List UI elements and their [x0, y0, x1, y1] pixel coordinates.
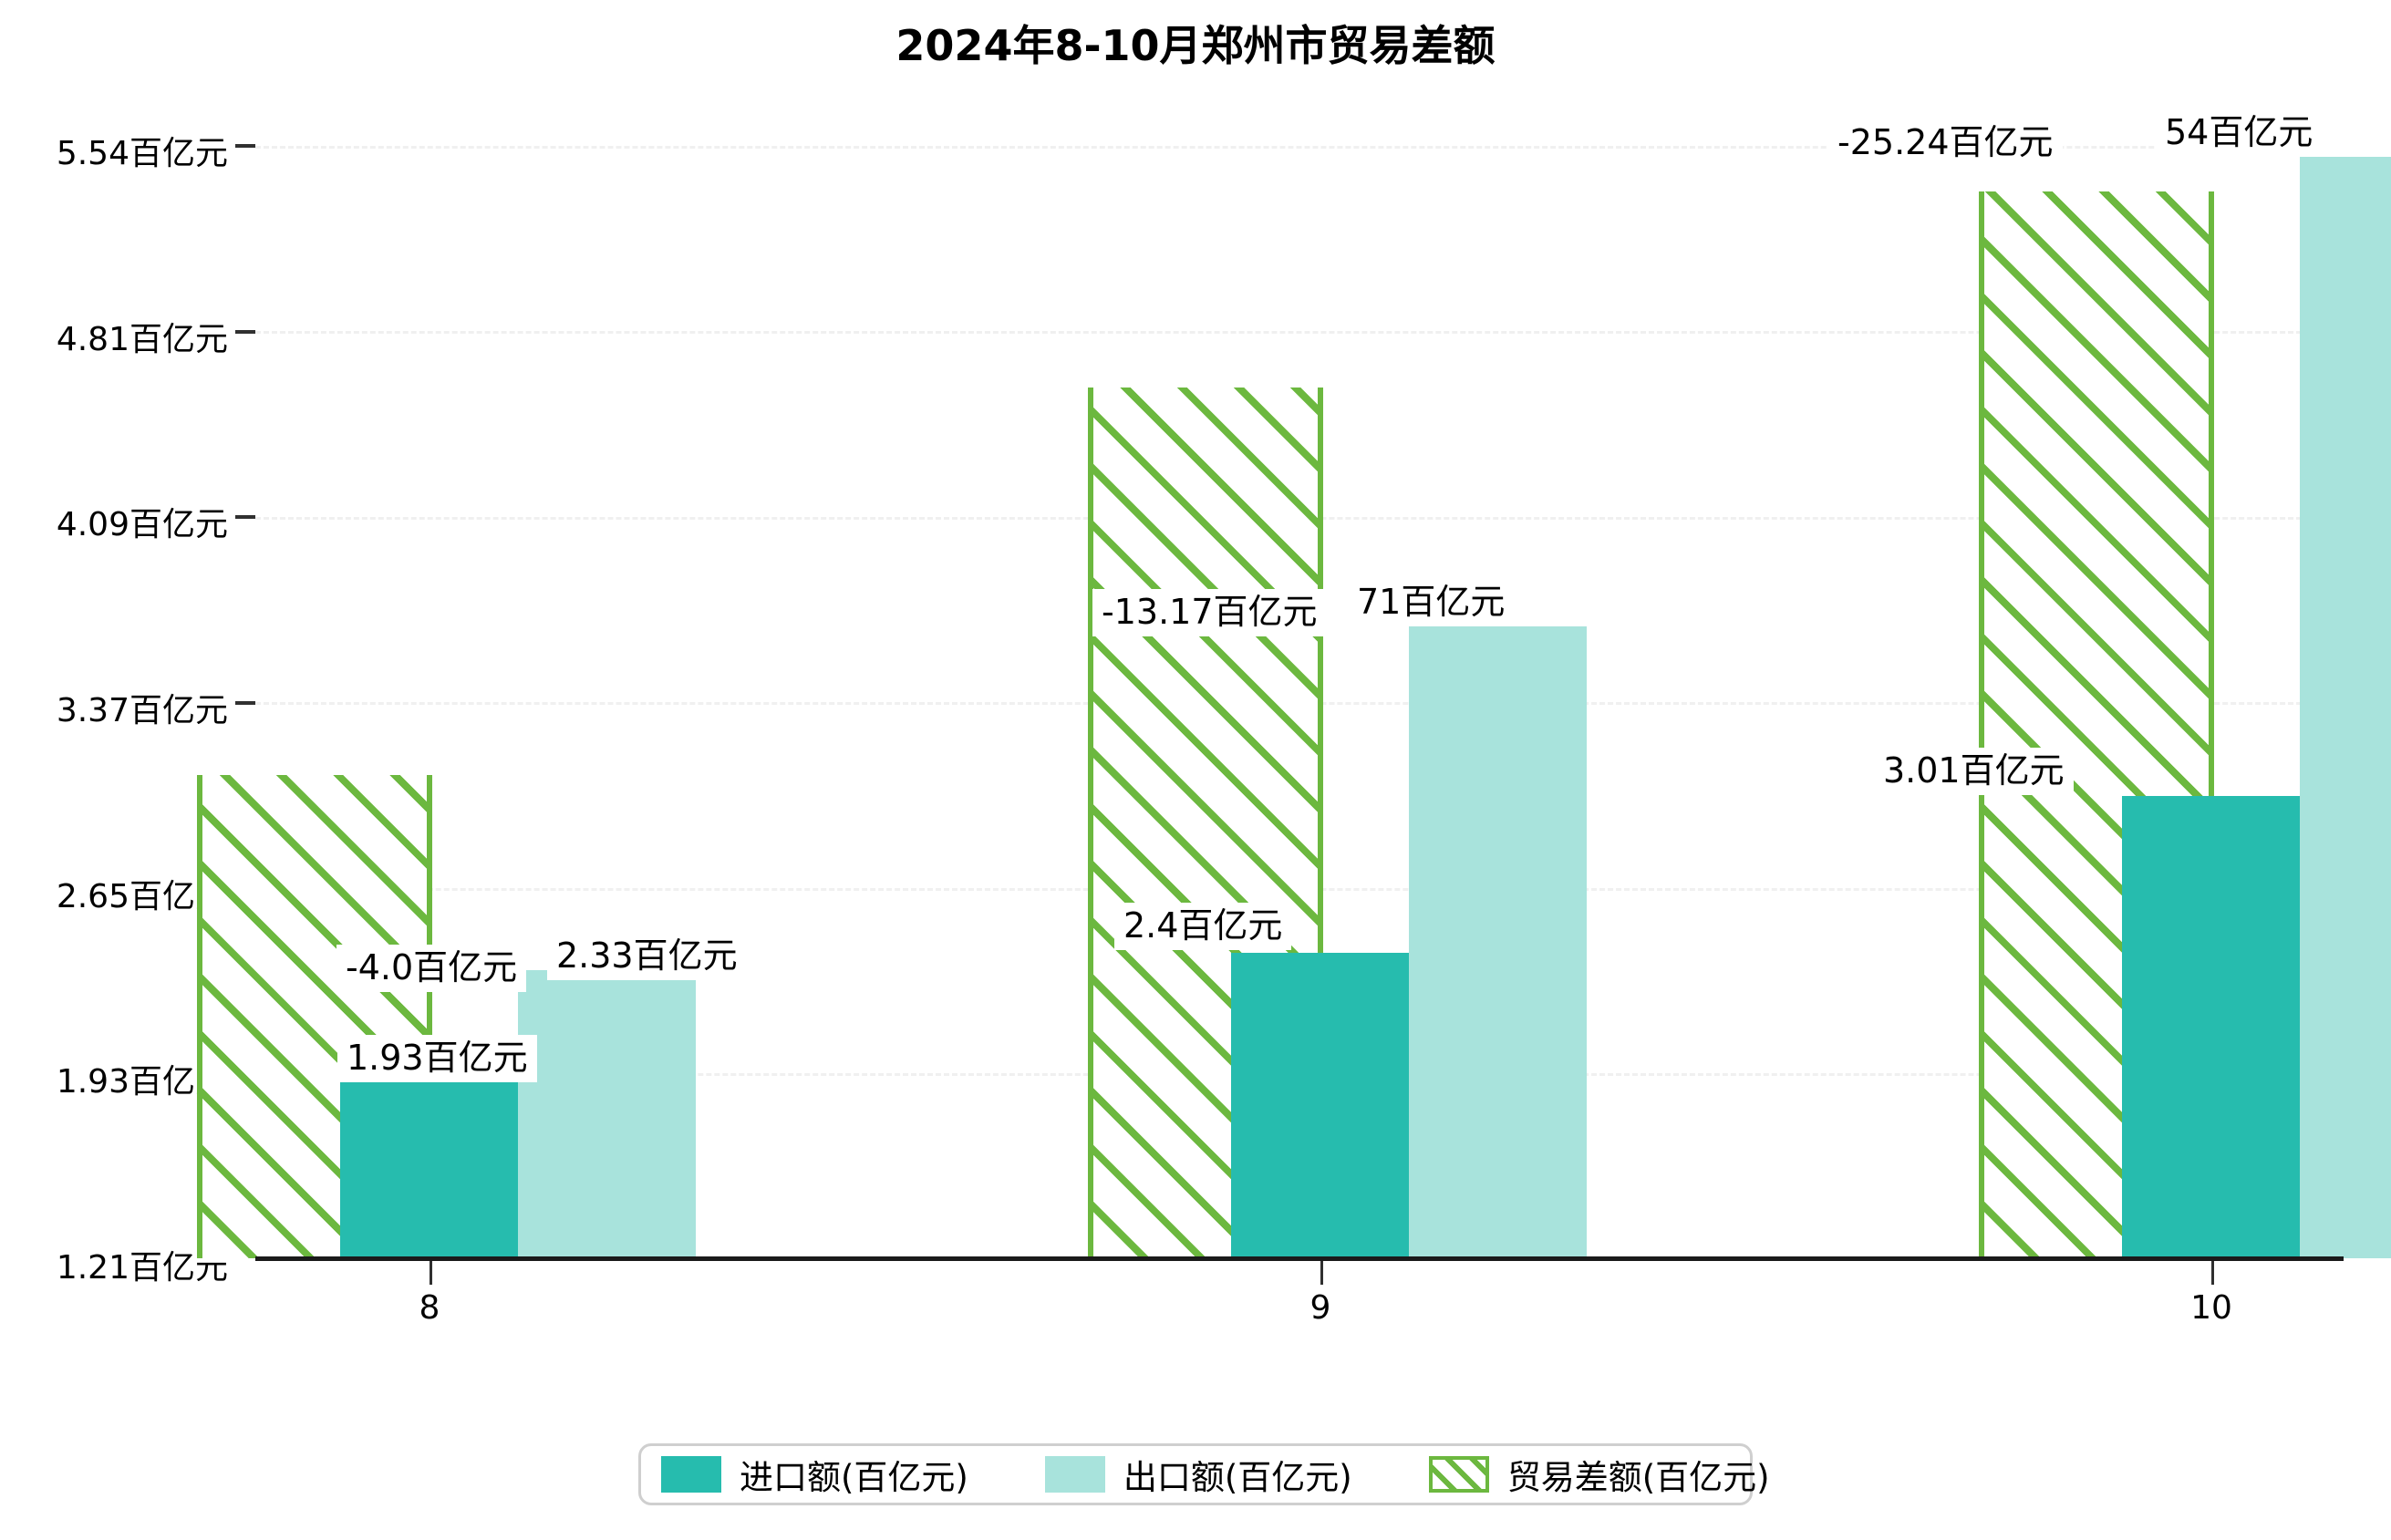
y-tick-label-0: 1.93百亿元 [56, 1063, 228, 1101]
legend-label-export: 出口额(百亿元) [1123, 1458, 1352, 1497]
y-tick-label-base: 1.21百亿元 [56, 1249, 228, 1287]
y-tick-label-1: 2.65百亿元 [56, 878, 228, 915]
bar-export-8[interactable] [518, 970, 696, 1258]
y-tick-label-2: 3.37百亿元 [56, 692, 228, 729]
x-tick-label-10: 10 [2190, 1289, 2232, 1327]
x-tick-mark [1320, 1261, 1323, 1285]
bar-balance-8[interactable] [197, 775, 432, 1258]
value-label-balance-8: -4.0百亿元 [336, 945, 527, 992]
hatch-swatch-green-icon [1428, 1456, 1489, 1493]
x-axis-line [255, 1256, 2344, 1261]
bar-import-10[interactable] [2122, 796, 2300, 1258]
color-swatch-cyan-icon [1044, 1456, 1105, 1493]
x-tick-mark [2211, 1261, 2214, 1285]
legend: 进口额(百亿元) 出口额(百亿元) 贸易差额(百亿元) [638, 1443, 1770, 1505]
bar-export-9[interactable] [1409, 615, 1587, 1258]
legend-item-import[interactable]: 进口额(百亿元) [661, 1446, 968, 1503]
y-tick-label-5: 5.54百亿元 [56, 135, 228, 172]
y-tick-mark [235, 330, 255, 334]
value-label-import-10: 3.01百亿元 [1874, 748, 2074, 795]
plot-area [197, 146, 2391, 1258]
value-label-balance-9: -13.17百亿元 [1092, 589, 1327, 636]
value-label-import-8: 1.93百亿元 [337, 1035, 537, 1082]
legend-label-balance: 贸易差额(百亿元) [1506, 1458, 1770, 1497]
bar-import-8[interactable] [340, 1073, 518, 1258]
legend-item-balance[interactable]: 贸易差额(百亿元) [1428, 1446, 1770, 1503]
y-tick-mark [235, 701, 255, 705]
x-tick-label-9: 9 [1309, 1289, 1331, 1327]
legend-item-export[interactable]: 出口额(百亿元) [1044, 1446, 1352, 1503]
color-swatch-teal-icon [661, 1456, 721, 1493]
value-label-import-9: 2.4百亿元 [1114, 903, 1292, 950]
value-label-export-9: 71百亿元 [1348, 579, 1589, 626]
gridline [255, 146, 2334, 149]
y-tick-label-3: 4.09百亿元 [56, 506, 228, 543]
gridline [255, 331, 2334, 334]
bar-import-9[interactable] [1231, 953, 1409, 1258]
x-tick-mark [430, 1261, 432, 1285]
bar-export-10[interactable] [2300, 157, 2391, 1258]
x-tick-label-8: 8 [419, 1289, 440, 1327]
value-label-export-8: 2.33百亿元 [547, 933, 824, 980]
legend-label-import: 进口额(百亿元) [740, 1458, 968, 1497]
y-tick-label-4: 4.81百亿元 [56, 321, 228, 358]
page-title: 2024年8-10月郑州市贸易差额 [895, 21, 1496, 70]
y-tick-mark [235, 144, 255, 148]
value-label-export-10: 54百亿元 [2156, 109, 2391, 157]
y-tick-mark [235, 515, 255, 519]
value-label-balance-10: -25.24百亿元 [1828, 119, 2063, 167]
